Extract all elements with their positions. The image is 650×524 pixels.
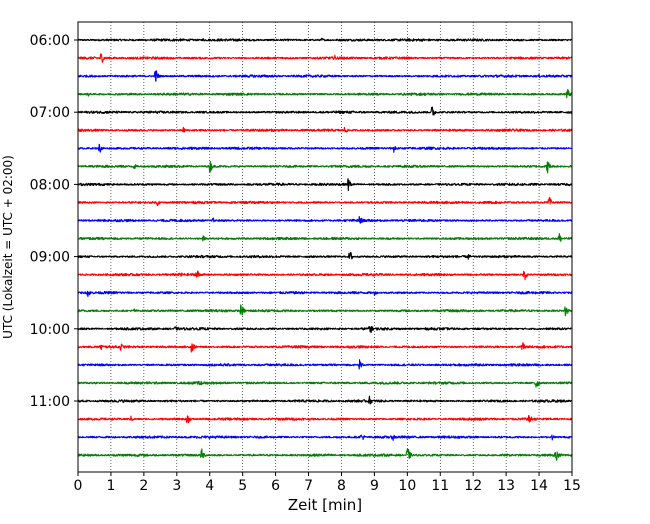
x-tick-label: 3	[172, 478, 181, 494]
trace-1000	[77, 325, 573, 334]
x-tick-label: 2	[139, 478, 148, 494]
x-tick-label: 7	[304, 478, 313, 494]
trace-1030	[77, 359, 573, 370]
trace-0930	[77, 290, 573, 298]
x-axis-ticks: 0 1 2 3 4 5 6 7 8 9 10 11 12 13 14 15	[74, 472, 581, 494]
x-tick-label: 14	[530, 478, 548, 494]
trace-1015	[77, 342, 573, 353]
x-tick-label: 11	[431, 478, 449, 494]
x-tick-label: 12	[464, 478, 482, 494]
trace-0630	[77, 70, 573, 82]
y-axis-ticks: 06:00 07:00 08:00 09:00 10:00 11:00	[30, 33, 78, 410]
x-tick-label: 10	[398, 478, 416, 494]
x-tick-label: 8	[337, 478, 346, 494]
x-tick-label: 6	[271, 478, 280, 494]
trace-0815	[77, 196, 573, 207]
trace-0830	[77, 215, 573, 224]
trace-0715	[77, 126, 573, 133]
x-tick-label: 4	[205, 478, 214, 494]
x-tick-label: 1	[106, 478, 115, 494]
y-tick-label: 10:00	[30, 322, 70, 338]
x-tick-label: 0	[74, 478, 83, 494]
y-tick-label: 07:00	[30, 105, 70, 121]
trace-1145	[77, 448, 573, 461]
y-tick-label: 08:00	[30, 177, 70, 193]
axes-frame	[77, 21, 573, 473]
trace-0945	[77, 304, 573, 317]
trace-0900	[77, 252, 573, 260]
trace-0645	[77, 88, 573, 99]
x-tick-label: 9	[370, 478, 379, 494]
trace-0615	[77, 53, 573, 63]
trace-0845	[77, 232, 573, 242]
y-axis-label: UTC (Lokalzeit = UTC + 02:00)	[1, 155, 15, 339]
trace-0745	[77, 161, 573, 174]
trace-0915	[77, 270, 573, 281]
y-tick-label: 09:00	[30, 250, 70, 266]
trace-1100	[77, 395, 573, 405]
trace-1130	[77, 434, 573, 441]
trace-0730	[77, 143, 573, 153]
trace-0700	[77, 106, 573, 116]
x-tick-label: 5	[238, 478, 247, 494]
trace-0600	[77, 37, 573, 42]
x-axis-label: Zeit [min]	[288, 496, 362, 514]
trace-1045	[77, 380, 573, 388]
trace-1115	[77, 414, 573, 424]
trace-0800	[77, 178, 573, 192]
trace-layer	[77, 37, 573, 461]
y-tick-label: 11:00	[30, 394, 70, 410]
x-tick-label: 15	[563, 478, 581, 494]
x-tick-label: 13	[497, 478, 515, 494]
grid-layer	[110, 22, 540, 472]
y-tick-label: 06:00	[30, 33, 70, 49]
